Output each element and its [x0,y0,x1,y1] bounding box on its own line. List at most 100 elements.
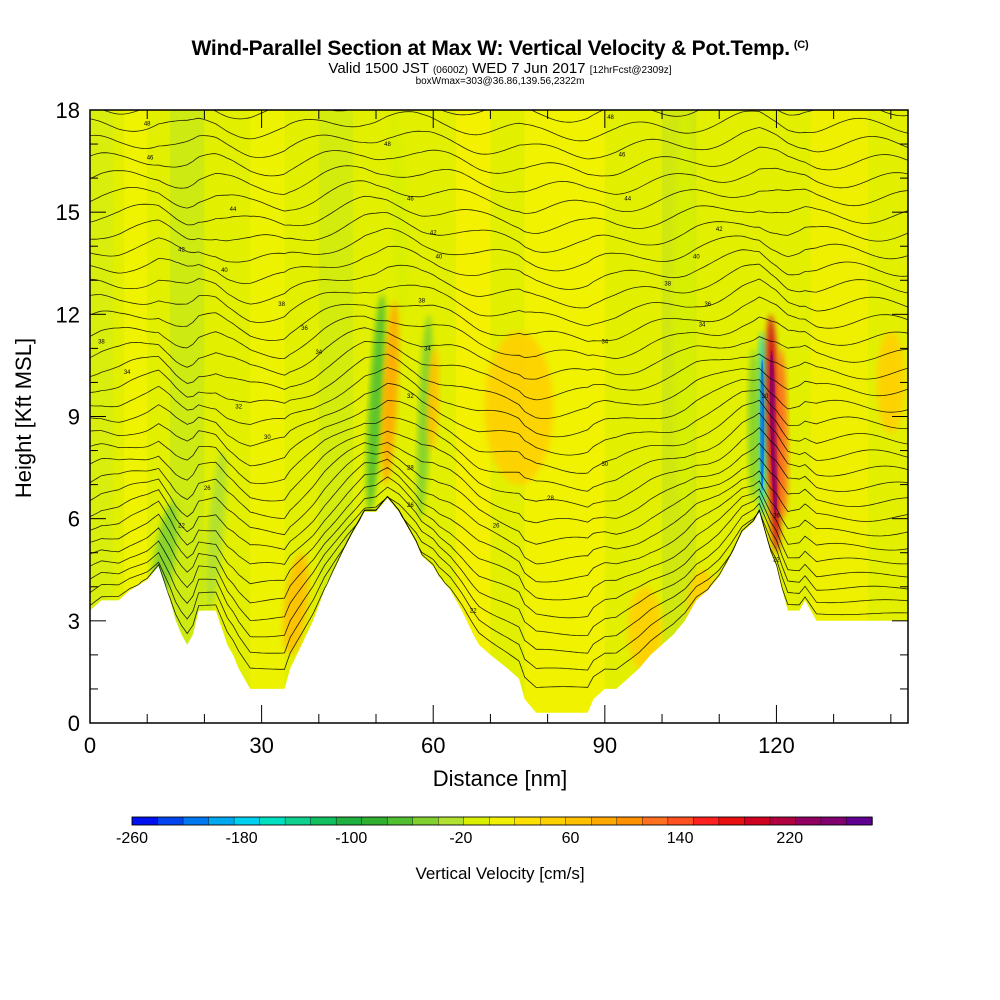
w-feature [381,300,400,485]
theta-contour [90,495,908,654]
theta-contour-label: 38 [98,340,105,346]
field-band [250,110,285,723]
theta-contour [90,367,908,438]
w-feature [876,331,906,434]
colorbar-swatch [157,816,184,826]
theta-contour-label: 34 [601,340,608,346]
w-feature [427,348,440,451]
colorbar-swatch [284,816,312,826]
theta-contour [90,441,908,524]
colorbar-label: 220 [776,830,803,847]
colorbar-swatch [438,816,465,826]
theta-contour [90,278,908,327]
colorbar-swatch [744,816,771,826]
valid-date: WED 7 Jun 2017 [472,60,586,77]
chart-title: Wind-Parallel Section at Max W: Vertical… [0,38,1000,59]
theta-contour-label: 48 [607,115,614,121]
x-tick-label: 0 [84,733,96,758]
x-tick-label: 120 [758,733,795,758]
colorbar-swatch [259,816,286,826]
colorbar-swatch [718,816,746,826]
theta-contour [90,399,908,474]
theta-contour-label: 40 [436,254,443,260]
colorbar-swatch [769,816,797,826]
theta-contour-label: 22 [470,609,477,615]
w-feature [776,348,789,519]
colorbar-label: 60 [562,830,580,847]
colorbar-title: Vertical Velocity [cm/s] [415,864,585,883]
theta-contour [90,263,908,309]
colorbar-swatch [208,816,235,826]
colorbar-swatch [182,816,210,826]
y-tick-label: 6 [68,507,80,532]
theta-contour [90,427,908,508]
theta-contour-label: 40 [221,268,228,274]
theta-contour [90,382,908,456]
theta-contour-label: 22 [773,558,780,564]
y-tick-label: 0 [68,711,80,736]
w-feature [388,110,409,315]
theta-contour-label: 46 [619,152,626,158]
theta-contour [90,327,908,380]
theta-contour-label: 48 [144,122,151,128]
theta-contour-label: 32 [407,394,414,400]
colorbar-swatch [310,816,337,826]
x-axis-label: Distance [nm] [432,766,568,791]
w-feature [747,348,760,502]
colorbar-swatch [361,816,388,826]
y-tick-label: 15 [56,200,80,225]
theta-contour [90,467,908,583]
w-feature [417,314,433,519]
theta-contour-label: 30 [601,462,608,468]
colorbar-swatch [820,816,848,826]
valid-time-line: Valid 1500 JST (0600Z) WED 7 Jun 2017 [1… [0,61,1000,76]
theta-contour [90,127,908,160]
theta-contour [90,212,908,253]
theta-contour-label: 36 [301,326,308,332]
theta-contour-label: 38 [278,302,285,308]
colorbar-swatch [386,816,414,826]
theta-contour-label: 28 [407,466,414,472]
chart-title-block: Wind-Parallel Section at Max W: Vertical… [0,38,1000,87]
theta-contour [90,486,908,619]
theta-contour-label: 28 [547,496,554,502]
colorbar-swatch [489,816,516,826]
colorbar-label: -180 [226,830,258,847]
x-axis-label-wrap: Distance [nm] [0,766,1000,792]
theta-contour-label: 42 [178,248,185,254]
theta-contour-label: 26 [204,486,211,492]
theta-contour [90,195,908,235]
colorbar-swatch [412,816,439,826]
w-feature [366,294,386,512]
theta-contour [90,496,908,636]
theta-contour-label: 30 [762,394,769,400]
theta-contour [90,495,908,688]
theta-contour-label: 42 [716,227,723,233]
y-axis-label: Height [Kft MSL] [11,337,36,499]
theta-contour-label: 44 [230,207,237,213]
colorbar-label: -100 [335,830,367,847]
theta-contour [90,412,908,492]
colorbar-label: -260 [116,830,148,847]
w-feature-core [760,359,765,491]
plot-area: 48 46 44 42 40 38 36 34 38 34 32 30 26 22 48 46 42 40 38 34… [90,110,908,723]
theta-contour [90,227,908,272]
theta-contour-label: 30 [264,435,271,441]
theta-contour-label: 26 [773,513,780,519]
theta-contour [90,180,908,214]
x-tick-label: 90 [593,733,617,758]
theta-contour-label: 48 [384,142,391,148]
colorbar-swatch [616,816,644,826]
colorbar-swatch [335,816,363,826]
colorbar-swatch [514,816,541,826]
colorbar-frame [131,816,873,826]
theta-contour-label: 42 [430,231,437,237]
theta-contour [90,245,908,290]
theta-contour-label: 44 [624,197,631,203]
box-wmax-info: boxWmax=303@36.86,139.56,2322m [415,76,585,87]
theta-contour-label: 38 [664,282,671,288]
w-feature-core [769,350,778,517]
field-band [124,110,148,723]
x-tick-label: 60 [421,733,445,758]
